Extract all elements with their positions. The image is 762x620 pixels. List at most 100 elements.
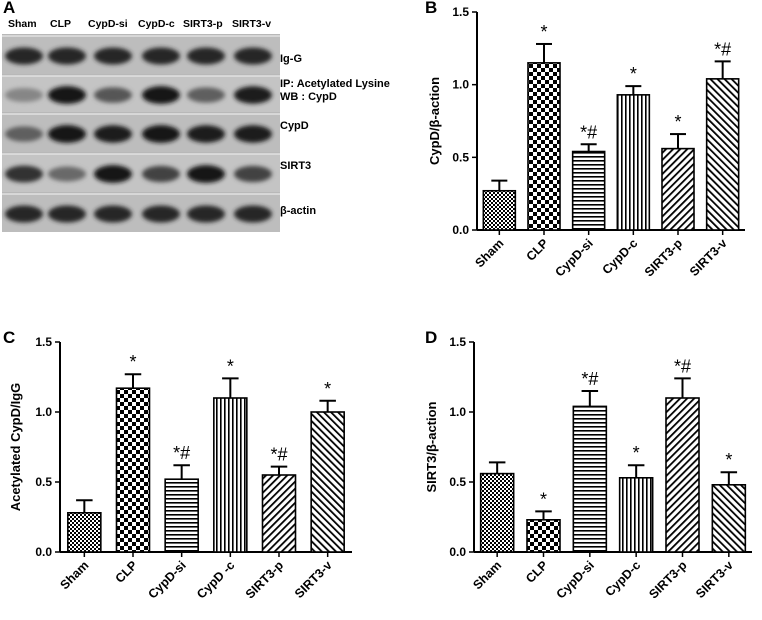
x-tick-label: CLP xyxy=(523,558,551,586)
bar xyxy=(310,411,345,553)
blot-row-label: IP: Acetylated Lysine xyxy=(280,78,390,90)
y-tick-label: 1.0 xyxy=(452,78,469,92)
blot-row-label: Ig-G xyxy=(280,53,302,65)
x-tick-label: Sham xyxy=(472,236,506,270)
blot-lane-label: SIRT3-p xyxy=(183,18,223,30)
blot-lane-label: CypD-c xyxy=(138,18,175,30)
y-tick-label: 1.0 xyxy=(35,405,52,419)
blot-band xyxy=(5,205,43,223)
significance-annotation: * xyxy=(227,356,234,376)
y-tick-label: 0.5 xyxy=(452,150,469,164)
bar xyxy=(616,94,651,231)
bar xyxy=(571,150,606,231)
significance-annotation: * xyxy=(540,22,547,42)
bar xyxy=(711,484,747,553)
blot-band xyxy=(48,166,86,182)
panel-letter-c: C xyxy=(3,328,16,347)
y-tick-label: 0.5 xyxy=(449,475,466,489)
x-tick-label: CypD-c xyxy=(600,236,641,277)
blot-row-label: SIRT3 xyxy=(280,160,312,172)
x-tick-label: SIRT3-p xyxy=(642,236,686,280)
blot-band xyxy=(48,86,86,104)
blot-band xyxy=(94,165,132,183)
y-axis-label: Acetylated CypD/IgG xyxy=(8,383,23,512)
y-tick-label: 1.0 xyxy=(449,405,466,419)
significance-annotation: * xyxy=(324,379,331,399)
blot-band xyxy=(48,125,86,143)
x-tick-label: CLP xyxy=(524,236,552,264)
significance-annotation: * xyxy=(129,352,136,372)
x-tick-label: SIRT3-p xyxy=(243,558,287,602)
blot-band xyxy=(142,205,180,223)
x-tick-label: CypD-si xyxy=(552,236,595,279)
blot-lane-label: CLP xyxy=(50,18,71,30)
bar xyxy=(115,387,151,553)
blot-band xyxy=(142,86,180,104)
y-tick-label: 1.5 xyxy=(35,335,52,349)
x-tick-label: CypD-c xyxy=(602,558,643,599)
blot-band xyxy=(142,125,180,143)
panel-letter-a: A xyxy=(3,0,16,17)
blot-band xyxy=(142,165,180,183)
blot-band xyxy=(5,87,43,103)
significance-annotation: * xyxy=(725,450,732,470)
blot-band xyxy=(142,47,180,65)
blot-band xyxy=(234,125,272,143)
y-tick-label: 0.0 xyxy=(449,545,466,559)
blot-band xyxy=(5,47,43,65)
blot-lane-label: CypD-si xyxy=(88,18,128,30)
blot-band xyxy=(187,47,225,65)
bar xyxy=(705,78,740,231)
significance-annotation: *# xyxy=(580,122,597,142)
bar xyxy=(479,472,515,553)
x-tick-label: CLP xyxy=(113,558,141,586)
significance-annotation: * xyxy=(630,64,637,84)
y-tick-label: 0.0 xyxy=(35,545,52,559)
significance-annotation: * xyxy=(633,443,640,463)
blot-band xyxy=(187,165,225,183)
blot-band xyxy=(94,47,132,65)
blot-band xyxy=(187,87,225,103)
bar xyxy=(661,147,695,231)
y-tick-label: 1.5 xyxy=(452,5,469,19)
y-tick-label: 0.5 xyxy=(35,475,52,489)
y-axis-label: SIRT3/β-action xyxy=(424,401,439,492)
x-tick-label: Sham xyxy=(57,558,91,592)
blot-band xyxy=(187,205,225,223)
bar xyxy=(572,405,608,553)
blot-band xyxy=(48,47,86,65)
x-tick-label: CypD -c xyxy=(194,558,237,601)
bar xyxy=(482,189,517,231)
blot-lane-label: Sham xyxy=(8,18,37,30)
significance-annotation: *# xyxy=(581,369,598,389)
bar xyxy=(213,397,248,553)
panel-letter-b: B xyxy=(425,0,438,17)
blot-band xyxy=(5,165,43,183)
x-tick-label: SIRT3-v xyxy=(687,236,730,279)
bar xyxy=(164,478,199,553)
significance-annotation: *# xyxy=(714,39,731,59)
bar xyxy=(526,519,561,553)
significance-annotation: * xyxy=(674,112,681,132)
y-axis-label: CypD/β-action xyxy=(427,77,442,165)
blot-row-label-secondary: WB : CypD xyxy=(280,91,337,103)
x-tick-label: CypD-si xyxy=(554,558,597,601)
x-tick-label: SIRT3-p xyxy=(646,558,690,602)
chart-c-acetylated-cypd: 0.0 0.5 1.0 1.5 Acetylated CypD/IgG Sham * CLP *… xyxy=(8,335,352,602)
blot-band xyxy=(94,87,132,103)
blot-band xyxy=(94,125,132,143)
blot-band xyxy=(5,126,43,142)
blot-band xyxy=(234,165,272,183)
x-tick-label: Sham xyxy=(470,558,504,592)
significance-annotation: *# xyxy=(674,356,691,376)
western-blot-image xyxy=(2,34,280,232)
y-tick-label: 0.0 xyxy=(452,223,469,237)
y-tick-label: 1.5 xyxy=(449,335,466,349)
bar xyxy=(67,512,102,553)
bar xyxy=(527,62,561,231)
significance-annotation: *# xyxy=(173,443,190,463)
chart-d-sirt3: 0.0 0.5 1.0 1.5 SIRT3/β-action Sham * CLP *# CypD… xyxy=(424,335,752,602)
significance-annotation: *# xyxy=(270,445,287,465)
blot-lane-label: SIRT3-v xyxy=(232,18,272,30)
x-tick-label: SIRT3-v xyxy=(693,558,736,601)
